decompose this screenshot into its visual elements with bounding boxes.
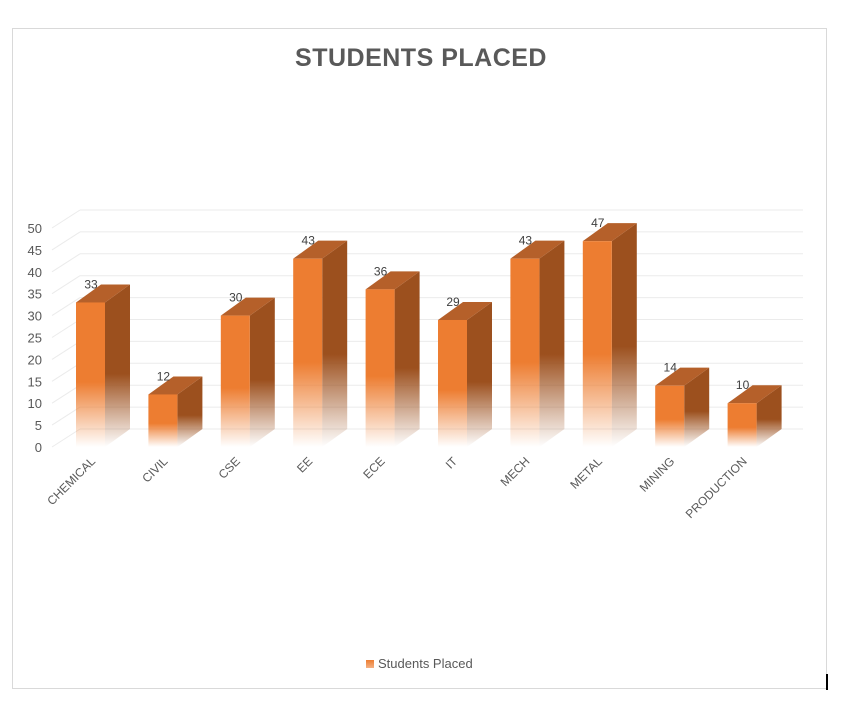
bar-mech[interactable]: 43 <box>510 234 565 447</box>
y-tick-label: 45 <box>28 243 42 258</box>
x-tick-label: CSE <box>216 454 243 481</box>
bar-ece[interactable]: 36 <box>365 264 420 447</box>
y-tick-label: 35 <box>28 287 42 302</box>
y-tick-label: 50 <box>28 221 42 236</box>
x-tick-label: MECH <box>498 454 533 489</box>
x-tick-label: IT <box>443 454 461 472</box>
y-tick-label: 5 <box>35 418 42 433</box>
data-label: 12 <box>157 369 171 383</box>
y-tick-label: 25 <box>28 331 42 346</box>
bar-mining[interactable]: 14 <box>655 361 710 447</box>
y-tick-label: 20 <box>28 352 42 367</box>
data-label: 29 <box>446 295 460 309</box>
x-tick-label: CIVIL <box>139 454 170 485</box>
y-tick-label: 15 <box>28 374 42 389</box>
bar-production[interactable]: 10 <box>727 378 782 447</box>
legend[interactable]: Students Placed <box>366 656 473 671</box>
x-tick-label: METAL <box>567 454 605 492</box>
y-axis: 0 5 10 15 20 25 30 35 40 45 50 <box>28 221 42 455</box>
x-tick-label: PRODUCTION <box>683 454 750 521</box>
text-cursor <box>826 674 828 690</box>
y-tick-label: 10 <box>28 396 42 411</box>
x-tick-label: MINING <box>637 454 678 495</box>
y-tick-label: 0 <box>35 440 42 455</box>
bar-metal[interactable]: 47 <box>582 216 637 447</box>
bar-ee[interactable]: 43 <box>293 234 348 447</box>
x-tick-label: EE <box>294 454 315 475</box>
data-label: 47 <box>591 216 605 230</box>
bar-civil[interactable]: 12 <box>148 369 203 447</box>
x-tick-label: ECE <box>360 454 387 481</box>
data-label: 36 <box>374 264 388 278</box>
legend-label: Students Placed <box>378 656 473 671</box>
bar-it[interactable]: 29 <box>438 295 492 447</box>
y-tick-label: 30 <box>28 309 42 324</box>
data-label: 30 <box>229 291 243 305</box>
chart-title: STUDENTS PLACED <box>295 44 547 72</box>
bar-cse[interactable]: 30 <box>220 291 275 447</box>
bars: 33 12 30 43 36 29 43 47 14 10 <box>76 216 782 447</box>
data-label: 33 <box>84 277 98 291</box>
y-tick-label: 40 <box>28 265 42 280</box>
data-label: 10 <box>736 378 750 392</box>
bar-chemical[interactable]: 33 <box>76 277 130 447</box>
x-axis: CHEMICAL CIVIL CSE EE ECE IT MECH METAL MINING PR… <box>44 454 749 521</box>
x-tick-label: CHEMICAL <box>44 454 98 508</box>
data-label: 14 <box>664 361 678 375</box>
data-label: 43 <box>519 234 533 248</box>
legend-swatch-icon <box>366 659 374 668</box>
data-label: 43 <box>302 234 316 248</box>
